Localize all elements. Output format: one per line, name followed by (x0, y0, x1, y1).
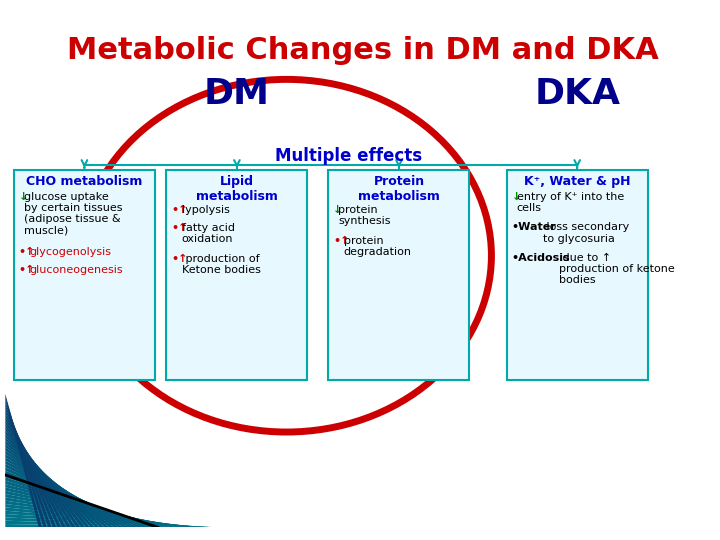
Polygon shape (5, 424, 85, 528)
Polygon shape (5, 397, 47, 528)
Polygon shape (5, 394, 42, 528)
Polygon shape (5, 501, 194, 528)
Polygon shape (5, 484, 171, 528)
Polygon shape (5, 410, 66, 528)
Text: Multiple effects: Multiple effects (275, 147, 422, 165)
Polygon shape (5, 427, 90, 528)
Text: •↑: •↑ (171, 254, 188, 264)
FancyBboxPatch shape (328, 170, 469, 380)
Text: production of
Ketone bodies: production of Ketone bodies (181, 254, 261, 275)
Text: •↑: •↑ (333, 235, 350, 246)
Polygon shape (5, 514, 214, 528)
Text: fatty acid
oxidation: fatty acid oxidation (181, 224, 235, 245)
Polygon shape (5, 401, 52, 528)
Text: lypolysis: lypolysis (181, 205, 230, 215)
Polygon shape (5, 404, 56, 528)
FancyBboxPatch shape (507, 170, 648, 380)
Text: K⁺, Water & pH: K⁺, Water & pH (524, 174, 631, 188)
Polygon shape (5, 481, 166, 528)
Polygon shape (5, 521, 223, 528)
Polygon shape (5, 471, 152, 528)
Text: •Water: •Water (511, 222, 556, 232)
Text: protein
synthesis: protein synthesis (338, 205, 391, 226)
Polygon shape (5, 491, 180, 528)
Polygon shape (5, 494, 185, 528)
FancyBboxPatch shape (166, 170, 307, 380)
Polygon shape (5, 497, 190, 528)
Polygon shape (5, 444, 114, 528)
Text: •↑: •↑ (171, 224, 188, 233)
Polygon shape (5, 511, 209, 528)
Polygon shape (5, 517, 218, 528)
Text: DM: DM (204, 77, 270, 111)
Polygon shape (5, 507, 204, 528)
Polygon shape (5, 504, 199, 528)
Text: protein
degradation: protein degradation (343, 235, 412, 257)
Polygon shape (5, 477, 161, 528)
Polygon shape (5, 450, 123, 528)
Text: DKA: DKA (534, 77, 620, 111)
Polygon shape (5, 430, 94, 528)
Text: •↑: •↑ (19, 265, 35, 275)
Polygon shape (5, 417, 76, 528)
Text: glycogenolysis: glycogenolysis (29, 247, 111, 257)
Polygon shape (5, 414, 71, 528)
Polygon shape (5, 487, 176, 528)
Polygon shape (5, 407, 61, 528)
Text: entry of K⁺ into the
cells: entry of K⁺ into the cells (517, 192, 624, 213)
Text: •Acidosis: •Acidosis (511, 253, 570, 263)
Polygon shape (5, 461, 138, 528)
Polygon shape (5, 421, 80, 528)
Text: ↓: ↓ (333, 205, 343, 215)
Polygon shape (5, 457, 132, 528)
Polygon shape (5, 441, 109, 528)
Polygon shape (5, 474, 156, 528)
Text: Lipid
metabolism: Lipid metabolism (196, 174, 278, 202)
Text: •↑: •↑ (19, 247, 35, 257)
Text: CHO metabolism: CHO metabolism (26, 174, 143, 188)
Text: gluconeogenesis: gluconeogenesis (29, 265, 123, 275)
Polygon shape (5, 454, 128, 528)
FancyBboxPatch shape (14, 170, 155, 380)
Polygon shape (5, 434, 99, 528)
Text: ↓: ↓ (511, 192, 521, 202)
Text: due to ↑
production of ketone
bodies: due to ↑ production of ketone bodies (559, 253, 675, 285)
Text: Protein
metabolism: Protein metabolism (358, 174, 440, 202)
Polygon shape (5, 447, 118, 528)
Polygon shape (5, 467, 147, 528)
Text: Metabolic Changes in DM and DKA: Metabolic Changes in DM and DKA (67, 37, 659, 65)
Text: •↑: •↑ (171, 205, 188, 215)
Polygon shape (5, 524, 228, 528)
Text: glucose uptake
by certain tissues
(adipose tissue &
muscle): glucose uptake by certain tissues (adipo… (24, 192, 122, 235)
Text: ↓: ↓ (19, 192, 28, 202)
Polygon shape (5, 437, 104, 528)
Text: loss secondary
to glycosuria: loss secondary to glycosuria (543, 222, 629, 244)
Polygon shape (5, 464, 142, 528)
